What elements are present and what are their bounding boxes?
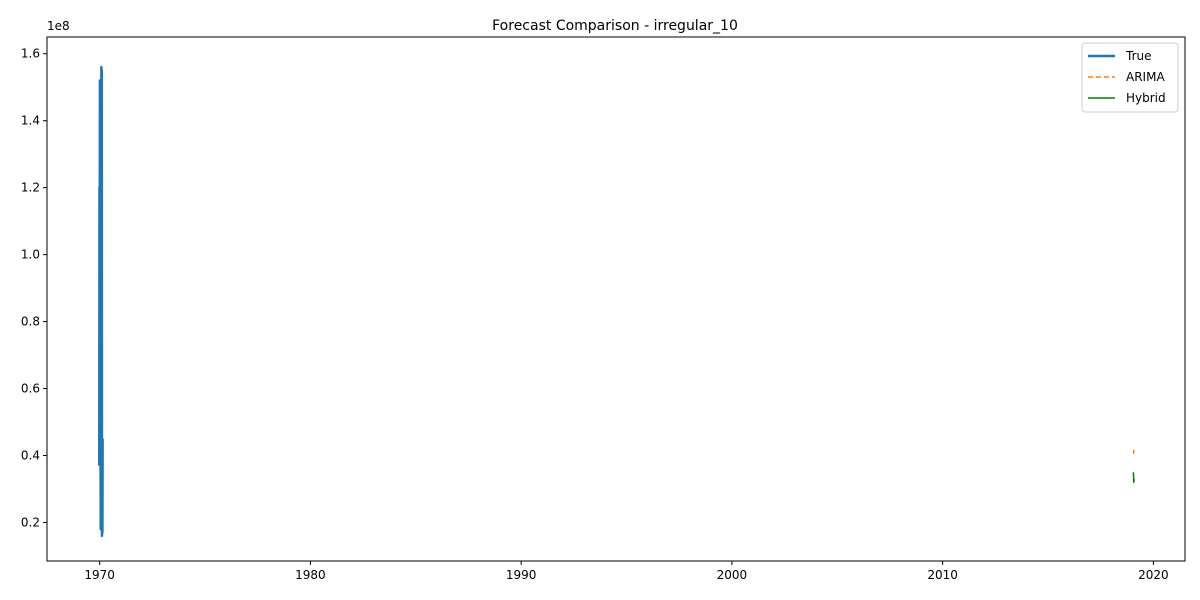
y-tick-label: 0.8	[21, 315, 40, 329]
series-line-true	[98, 65, 104, 538]
y-tick-label: 1.2	[21, 181, 40, 195]
legend: True ARIMA Hybrid	[1081, 42, 1179, 113]
y-tick-label: 1.4	[21, 114, 40, 128]
x-tick-label: 1970	[84, 568, 115, 582]
series-line-arima	[1132, 449, 1135, 454]
series-line-hybrid	[1132, 472, 1135, 484]
series-layer	[98, 65, 1135, 538]
y-tick-label: 0.2	[21, 515, 40, 529]
legend-box	[1081, 42, 1179, 113]
y-axis: 0.2 0.4 0.6 0.8 1.0 1.2 1.4 1.6	[21, 47, 47, 529]
x-tick-label: 2000	[717, 568, 748, 582]
y-tick-label: 0.4	[21, 449, 40, 463]
y-offset-label: 1e8	[47, 19, 70, 33]
y-tick-label: 1.6	[21, 47, 40, 61]
plot-frame	[46, 36, 1186, 562]
x-tick-label: 1980	[295, 568, 326, 582]
y-tick-label: 1.0	[21, 248, 40, 262]
x-axis: 1970 1980 1990 2000 2010 2020	[84, 561, 1169, 582]
chart-title: Forecast Comparison - irregular_10	[492, 18, 738, 34]
x-tick-label: 2010	[927, 568, 958, 582]
x-tick-label: 2020	[1138, 568, 1169, 582]
y-tick-label: 0.6	[21, 382, 40, 396]
legend-label-hybrid: Hybrid	[1126, 91, 1166, 105]
legend-label-true: True	[1125, 49, 1152, 63]
legend-label-arima: ARIMA	[1126, 70, 1165, 84]
plot-area	[46, 36, 1186, 562]
x-tick-label: 1990	[506, 568, 537, 582]
